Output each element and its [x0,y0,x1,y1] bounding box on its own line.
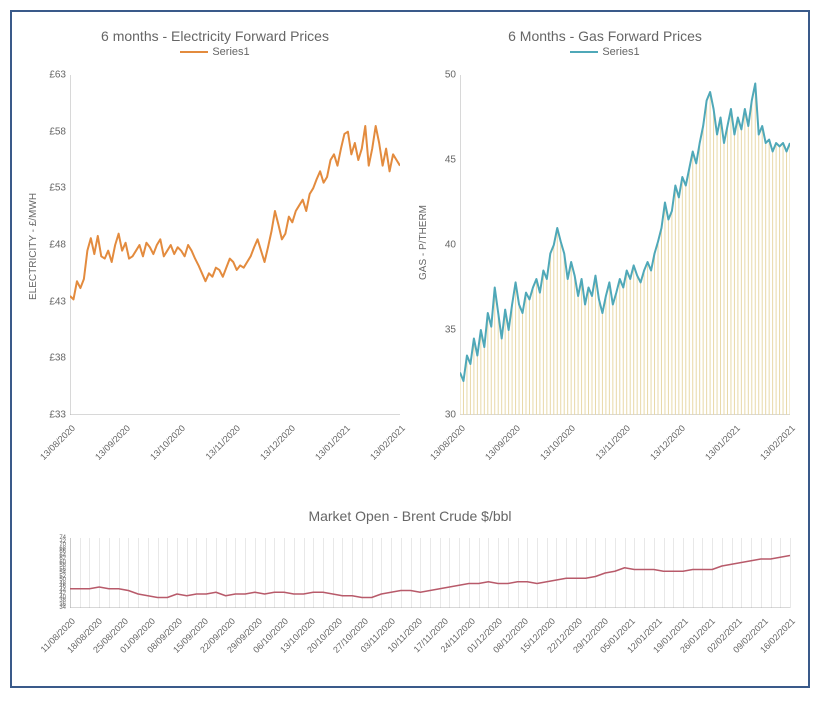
gas-legend-label: Series1 [602,46,639,58]
gas-title: 6 Months - Gas Forward Prices [410,28,800,44]
electricity-title: 6 months - Electricity Forward Prices [20,28,410,44]
brent-x-ticks: 11/08/202018/08/202025/08/202001/09/2020… [70,608,790,678]
brent-svg [70,538,790,608]
gas-x-ticks: 13/08/202013/09/202013/10/202013/11/2020… [460,415,790,485]
electricity-svg [70,75,400,415]
brent-panel: Market Open - Brent Crude $/bbl 34363840… [20,508,800,688]
gas-panel: 6 Months - Gas Forward Prices Series1 GA… [410,20,800,500]
electricity-y-axis-label: ELECTRICITY - £/MWH [28,193,39,300]
chart-container: 6 months - Electricity Forward Prices Se… [10,10,810,688]
gas-plot-area: 3035404550 13/08/202013/09/202013/10/202… [460,75,790,415]
electricity-legend-label: Series1 [212,46,249,58]
gas-y-ticks: 3035404550 [430,75,460,415]
electricity-x-ticks: 13/08/202013/09/202013/10/202013/11/2020… [70,415,400,485]
electricity-legend-swatch [180,51,208,53]
brent-y-ticks: 3436384042444648505254565860626466687072… [40,538,70,608]
gas-svg [460,75,790,415]
gas-y-axis-label: GAS - P/THERM [418,205,429,280]
brent-title: Market Open - Brent Crude $/bbl [20,508,800,524]
electricity-panel: 6 months - Electricity Forward Prices Se… [20,20,410,500]
electricity-y-ticks: £33£38£43£48£53£58£63 [40,75,70,415]
electricity-legend: Series1 [20,46,410,58]
gas-legend: Series1 [410,46,800,58]
top-row: 6 months - Electricity Forward Prices Se… [20,20,800,500]
brent-plot-area: 3436384042444648505254565860626466687072… [70,538,790,608]
electricity-plot-area: £33£38£43£48£53£58£63 13/08/202013/09/20… [70,75,400,415]
gas-legend-swatch [570,51,598,53]
